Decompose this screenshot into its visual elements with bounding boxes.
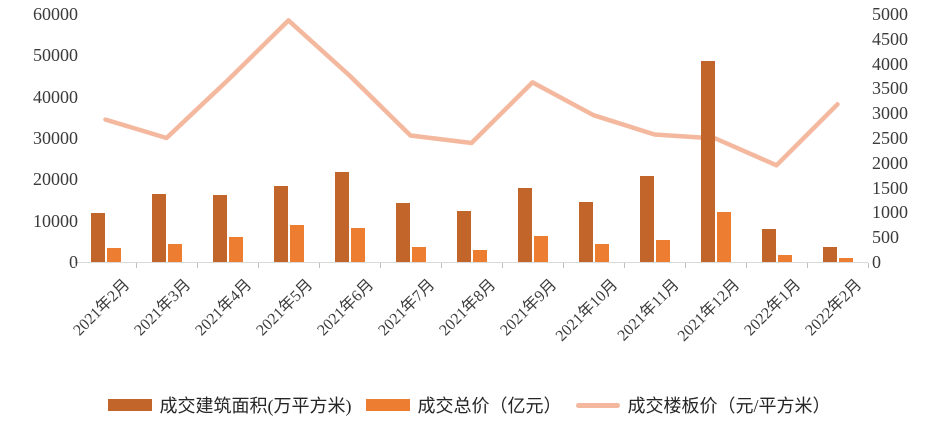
bar-area [395,202,410,262]
bar-area [822,247,837,262]
bar-total-price [716,212,731,262]
bar-total-price [777,255,792,262]
left-axis-tick-label: 50000 [33,45,78,66]
bar-total-price [472,249,487,262]
legend-swatch-area [107,399,152,411]
bar-total-price [838,257,853,262]
right-axis-tick-label: 3500 [872,78,908,99]
x-axis-tick [258,263,259,268]
left-axis-tick-label: 30000 [33,128,78,148]
left-axis-tick-label: 0 [69,252,78,272]
bar-area [578,202,593,262]
left-axis-tick-label: 40000 [33,86,78,107]
bar-area [273,186,288,262]
x-axis-tick [685,263,686,268]
bar-area [456,210,471,262]
bar-area [151,193,166,262]
legend-swatch-total-price [365,399,410,411]
x-axis-tick [807,263,808,268]
bar-area [639,175,654,262]
bar-total-price [350,227,365,262]
bar-area [761,229,776,262]
bar-total-price [411,246,426,262]
x-axis-tick [502,263,503,268]
legend: 成交建筑面积(万平方米) 成交总价（亿元） 成交楼板价（元/平方米） [0,392,938,418]
legend-label-area: 成交建筑面积(万平方米) [159,396,352,416]
left-axis-tick-label: 60000 [33,4,78,24]
right-axis-tick-label: 4500 [872,28,908,49]
right-axis-tick-label: 1500 [872,177,908,198]
x-axis-tick [75,263,76,268]
legend-swatch-floor-price [575,402,620,408]
legend-label-total-price: 成交总价（亿元） [417,396,562,416]
bar-total-price [655,239,670,262]
bar-total-price [594,243,609,262]
x-axis-tick [319,263,320,268]
bar-total-price [106,247,121,262]
x-axis-tick [868,263,869,268]
legend-item-total-price: 成交总价（亿元） [365,392,562,418]
bar-area [700,60,715,262]
bar-total-price [289,225,304,262]
bar-total-price [533,235,548,262]
legend-item-area: 成交建筑面积(万平方米) [107,392,352,418]
right-axis-tick-label: 4000 [872,53,908,74]
x-axis-tick [197,263,198,268]
right-axis-tick-label: 500 [872,227,899,248]
floor-price-line [103,18,840,168]
bar-total-price [228,236,243,262]
legend-item-floor-price: 成交楼板价（元/平方米） [575,392,831,418]
x-axis-tick [746,263,747,268]
bar-total-price [167,244,182,262]
x-axis-tick [624,263,625,268]
left-axis-tick-label: 10000 [33,210,78,231]
x-axis-tick [441,263,442,268]
right-axis-tick-label: 2000 [872,152,908,173]
left-axis-tick-label: 20000 [33,169,78,190]
x-axis-tick [380,263,381,268]
right-axis-tick-label: 2500 [872,128,908,148]
bar-area [90,212,105,262]
x-axis-tick [563,263,564,268]
legend-label-floor-price: 成交楼板价（元/平方米） [627,396,831,416]
bar-area [212,195,227,262]
right-axis-tick-label: 3000 [872,103,908,124]
right-axis-tick-label: 1000 [872,202,908,223]
right-axis-tick-label: 0 [872,252,881,272]
x-axis-line [75,262,868,263]
right-axis-tick-label: 5000 [872,4,908,24]
bar-area [334,171,349,262]
x-axis-tick [136,263,137,268]
bar-area [517,188,532,262]
